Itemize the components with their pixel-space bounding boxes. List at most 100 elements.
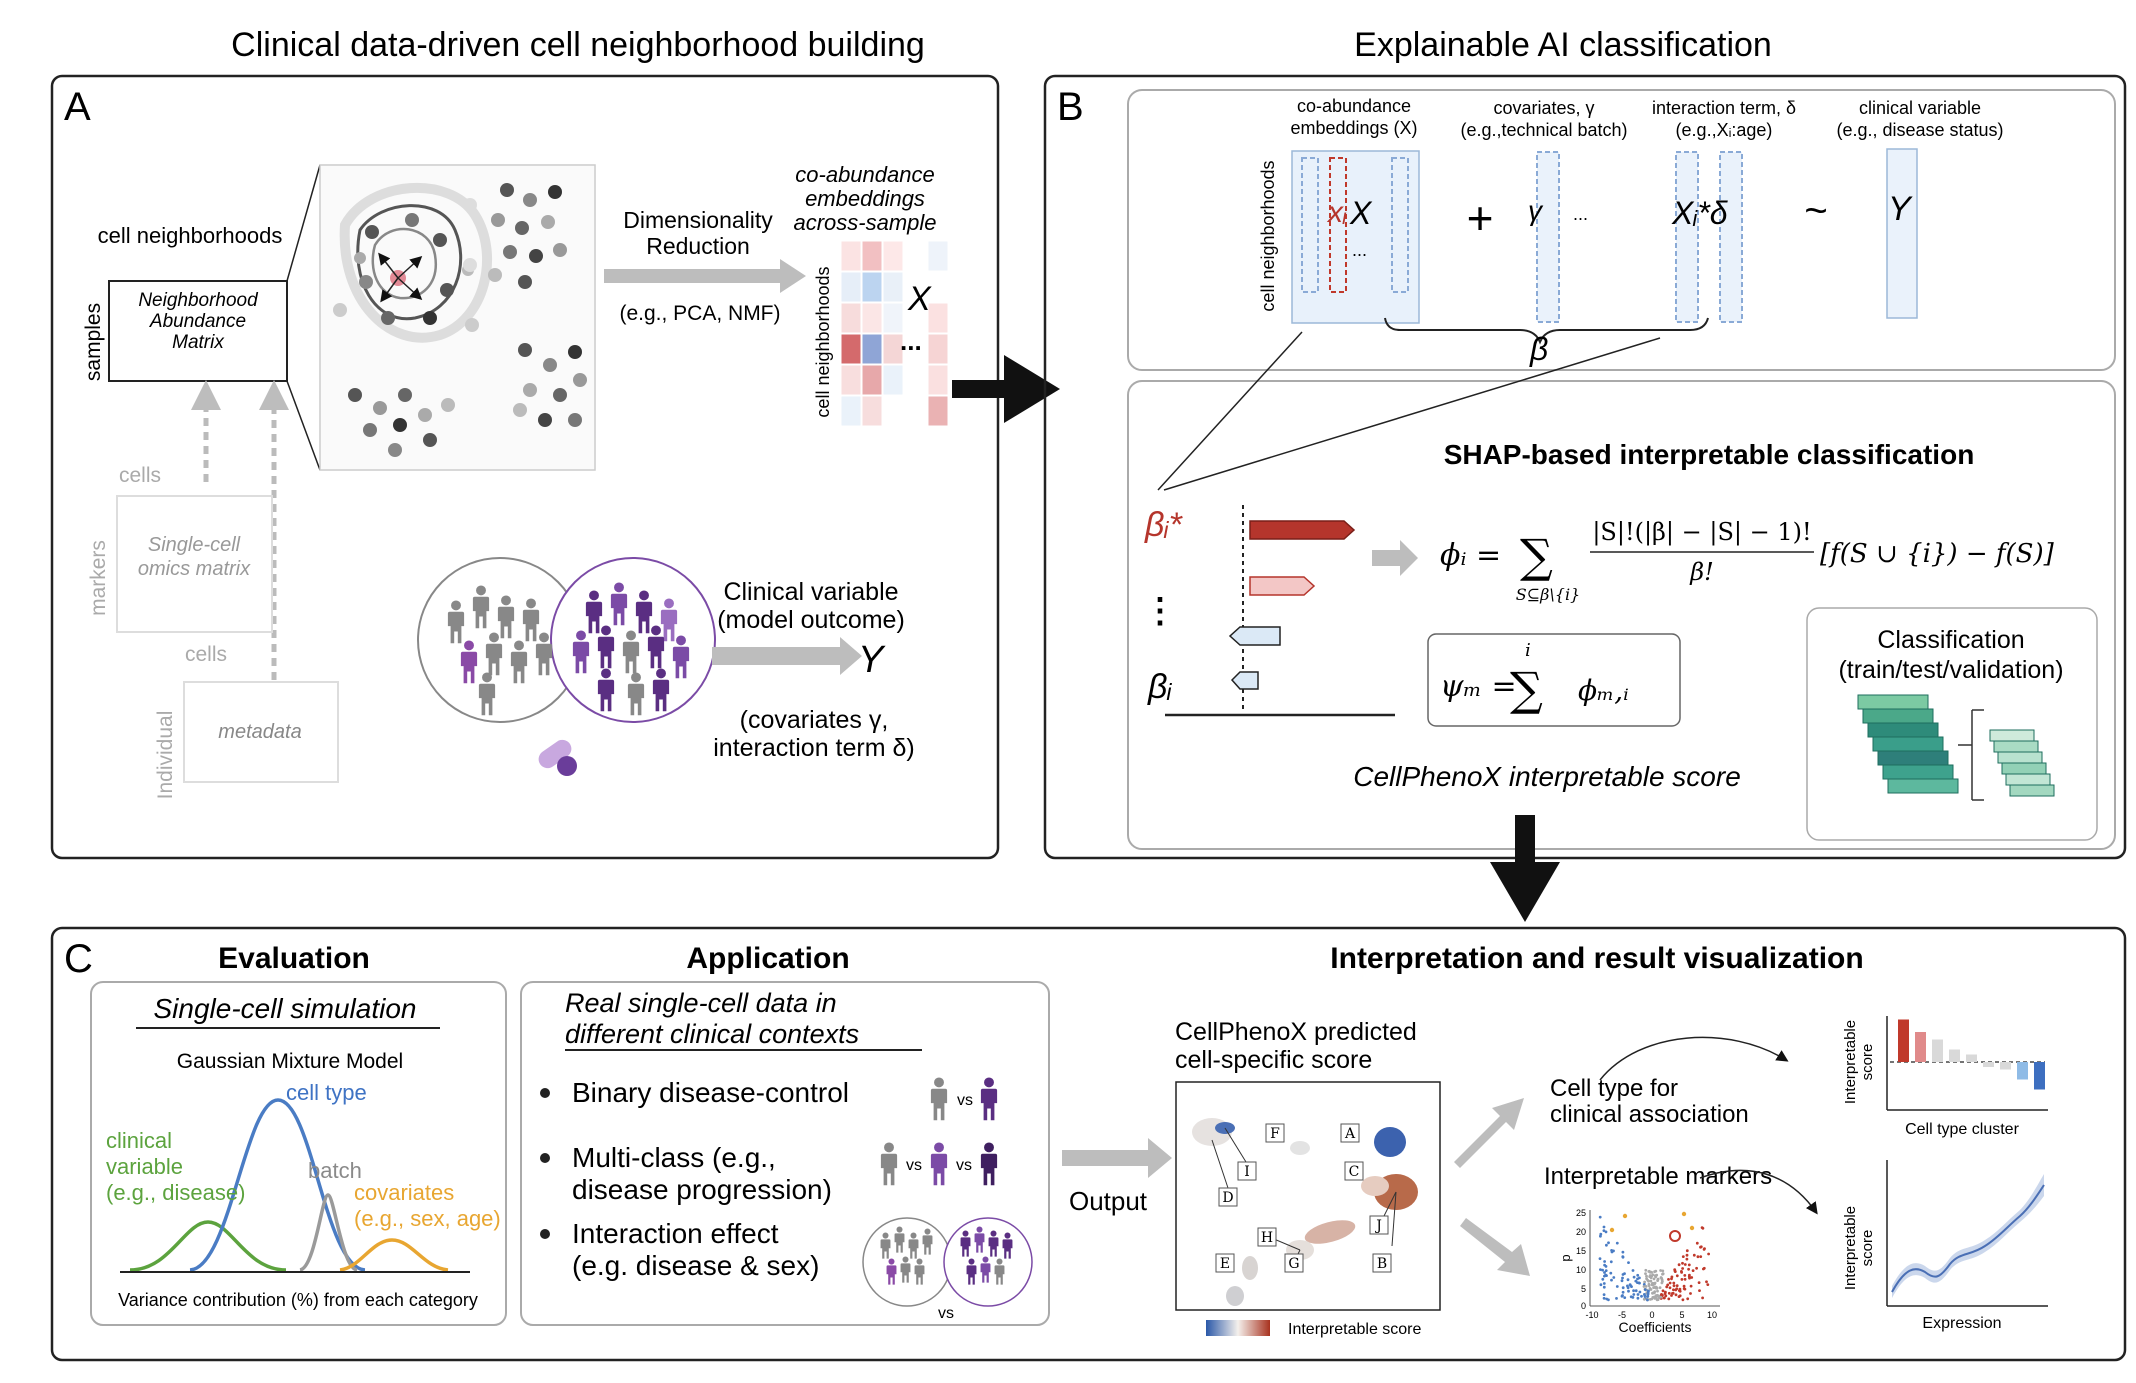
volcano-point [1648,1270,1652,1274]
hdr-coab-2: embeddings (X) [1290,118,1417,138]
volcano-point [1681,1267,1684,1270]
volcano-point [1644,1268,1648,1272]
pill-icon [538,739,577,776]
volcano-point [1634,1289,1638,1293]
embeddings-line-2: embeddings [805,186,925,211]
volcano-point [1699,1245,1702,1249]
volcano-point [1668,1281,1672,1285]
volcano-point [1615,1297,1618,1300]
dim-red-arrow [604,259,806,293]
volcano-point [1700,1226,1704,1229]
volcano-point [1627,1289,1630,1293]
volcano-point [1599,1268,1602,1271]
volcano-point [1631,1269,1635,1272]
shap-title: SHAP-based interpretable classification [1444,439,1975,470]
volcano-point [1598,1215,1602,1219]
markers-label: markers [87,540,110,616]
volcano-point [1661,1280,1664,1283]
x-label: X [1349,195,1373,231]
volcano-point [1646,1298,1649,1302]
volcano-point [1667,1291,1671,1295]
volcano-point [1674,1293,1678,1297]
gmm-curves [129,1098,449,1272]
umap-label-f: F [1270,1126,1280,1142]
bar-mark [2000,1062,2011,1070]
gamma: γ [1528,195,1544,226]
line-band [1892,1174,2044,1298]
volcano-point [1664,1294,1668,1298]
volcano-point [1665,1285,1669,1289]
psi-lhs: ψₘ = [1440,669,1517,704]
volcano-point [1702,1267,1705,1271]
volcano-point [1634,1279,1638,1283]
matrix-line-3: Matrix [172,332,225,353]
line-chart: Interpretable score Expression [1842,1160,2048,1332]
plus: + [1467,192,1494,244]
volcano-point [1689,1284,1693,1288]
volcano-point [1691,1269,1695,1272]
volcano-point [1695,1241,1699,1245]
umap-label-i: I [1244,1164,1250,1180]
clinical-y: Y [858,639,886,681]
volcano-point [1654,1294,1658,1298]
volcano-point [1686,1297,1690,1301]
volcano-point [1602,1229,1606,1232]
volcano-point [1621,1290,1625,1294]
volcano-point [1627,1261,1630,1264]
volcano-highlight-point [1681,1211,1687,1217]
embedding-dots: ... [900,326,922,356]
volcano-y: p [1558,1254,1573,1261]
clinical-variable-line-2: (model outcome) [717,606,905,634]
volcano-point [1667,1297,1671,1301]
cell-type-clin-2: clinical association [1550,1101,1749,1128]
gmm-clinical-3: (e.g., disease) [106,1180,245,1205]
bullet-2-text-2: disease progression) [572,1174,832,1205]
volcano-point [1659,1276,1663,1279]
volcano-point [1685,1257,1689,1261]
metadata-box [183,681,339,783]
volcano-ytick-0: 25 [1576,1208,1586,1218]
volcano-point [1677,1295,1681,1298]
beta-label: β [1529,331,1548,367]
line-y-2: score [1859,1230,1876,1267]
umap-labels: F A I C D J H E G B [1220,1126,1387,1272]
volcano-point [1642,1297,1646,1301]
volcano-point [1621,1286,1625,1290]
volcano-point [1707,1252,1710,1256]
evaluation-title: Evaluation [218,942,370,975]
interp-markers: Interpretable markers [1544,1163,1772,1190]
bullet-3-text-1: Interaction effect [572,1218,779,1249]
gmm-clinical-2: variable [106,1154,183,1179]
volcano-point [1681,1255,1685,1258]
beta-brace [1384,317,1709,345]
volcano-point [1626,1278,1630,1282]
volcano-point [1705,1280,1708,1284]
bar-y-2: score [1859,1044,1876,1081]
volcano-point [1701,1296,1704,1300]
volcano-point [1678,1289,1681,1292]
volcano-point [1645,1277,1648,1281]
volcano-point [1672,1281,1676,1285]
beta-i: βᵢ [1147,668,1172,706]
volcano-point [1652,1277,1656,1281]
volcano-point [1687,1263,1691,1267]
panel-b-letter: B [1057,85,1084,129]
volcano-point [1629,1295,1633,1299]
volcano-point [1699,1255,1703,1258]
volcano-xtick-2: 0 [1649,1310,1654,1320]
volcano-point [1636,1277,1639,1281]
gmm-cov-1: covariates [354,1180,454,1205]
variance-label: Variance contribution (%) from each cate… [118,1290,478,1310]
psi-sup: i [1525,640,1531,661]
matrix-line-2: Abundance [149,311,246,332]
umap-label-b: B [1377,1256,1387,1272]
colorbar [1206,1320,1270,1336]
psi-rhs: ϕₘ,ᵢ [1578,674,1629,707]
volcano-ytick-2: 15 [1576,1246,1586,1256]
volcano-point [1660,1293,1663,1296]
interp-title: Interpretation and result visualization [1330,942,1863,975]
bar-mark [1983,1062,1994,1067]
volcano-point [1683,1274,1687,1277]
cell-type-clin-1: Cell type for [1550,1075,1678,1102]
volcano-point [1603,1260,1606,1263]
